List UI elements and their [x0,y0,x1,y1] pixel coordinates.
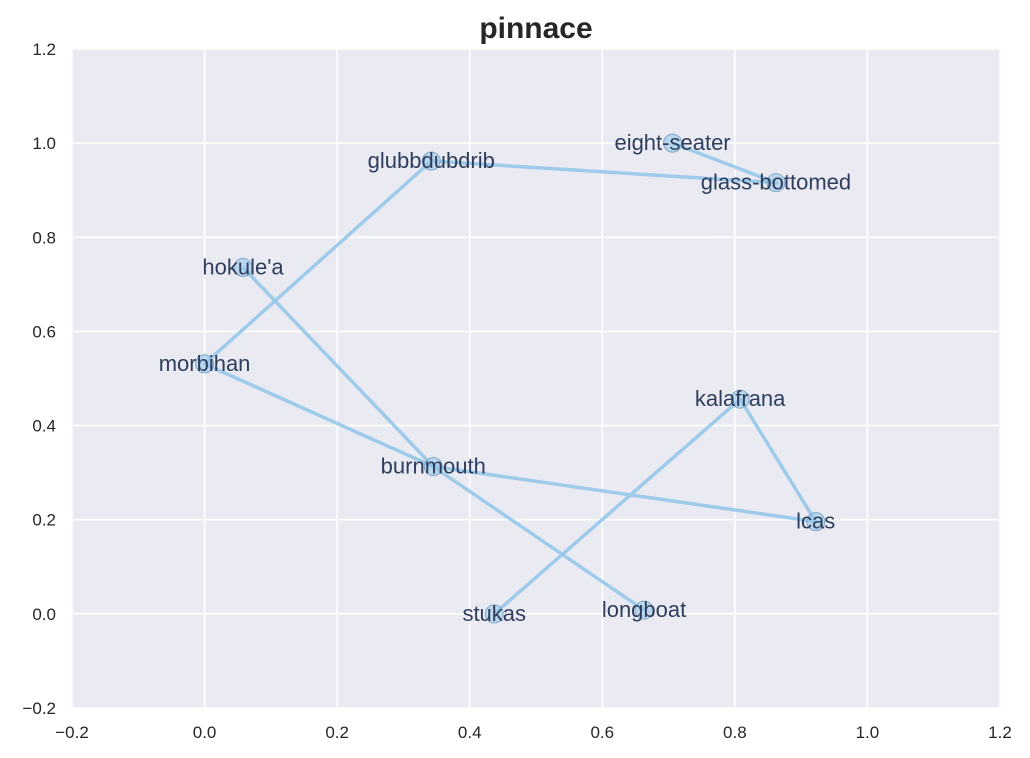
data-point-label: burnmouth [381,454,486,479]
data-point-label: hokule'a [202,254,284,279]
data-point-label: eight-seater [614,130,730,155]
x-tick-label: 1.2 [988,723,1012,742]
data-point-label: glubbdubdrib [368,148,495,173]
data-point-label: longboat [602,597,686,622]
y-tick-label: 0.6 [32,322,56,341]
data-point-marker [634,600,654,620]
y-tick-label: 0.4 [32,417,56,436]
data-point-marker [806,512,826,532]
x-tick-label: −0.2 [55,723,89,742]
y-tick-label: −0.2 [22,699,56,718]
x-tick-labels: −0.2 0.0 0.2 0.4 0.6 0.8 1.0 1.2 [55,723,1012,742]
series-line-1 [202,141,818,616]
data-point-label: lcas [796,509,835,534]
data-point-marker [195,354,215,374]
y-tick-label: 0.8 [32,228,56,247]
data-point-marker [423,457,443,477]
data-point-label: kalafrana [695,386,786,411]
data-point-label: stukas [462,601,526,626]
x-tick-label: 0.4 [458,723,482,742]
data-point-marker [421,151,441,171]
data-point-marker [730,389,750,409]
data-point-marker [766,173,786,193]
point-labels: stukas kalafrana lcas burnmouth morbihan glub… [159,130,851,626]
data-point-marker [663,133,683,153]
x-tick-label: 0.0 [193,723,217,742]
data-point-marker [233,257,253,277]
y-tick-labels: −0.2 0.0 0.2 0.4 0.6 0.8 1.0 1.2 [22,40,56,718]
data-point-label: morbihan [159,351,251,376]
data-point-marker [484,604,504,624]
x-tick-label: 0.8 [723,723,747,742]
chart-title: pinnace [479,12,592,45]
y-tick-label: 0.2 [32,511,56,530]
y-tick-label: 1.2 [32,40,56,59]
x-tick-label: 1.0 [856,723,880,742]
x-tick-label: 0.6 [590,723,614,742]
plot-background [72,49,1000,708]
x-tick-label: 0.2 [325,723,349,742]
y-tick-label: 0.0 [32,605,56,624]
y-tick-label: 1.0 [32,134,56,153]
data-markers [195,133,826,624]
grid-lines [71,48,1001,709]
data-point-label: glass-bottomed [701,170,851,195]
